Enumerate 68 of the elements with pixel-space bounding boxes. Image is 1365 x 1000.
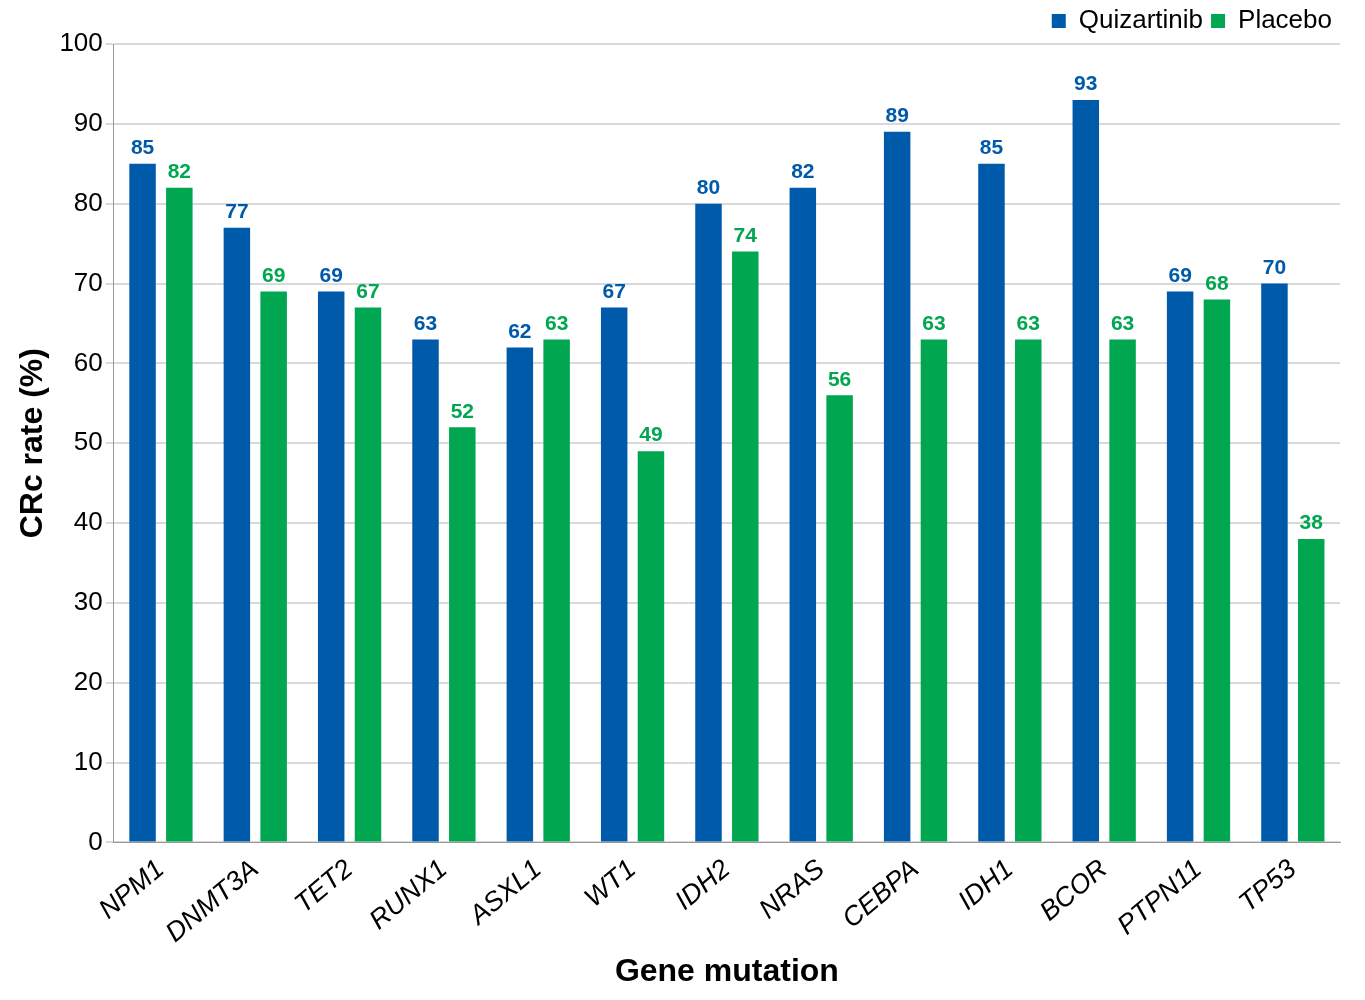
y-tick-label: 80 <box>73 186 103 217</box>
bar <box>223 227 251 842</box>
data-label: 89 <box>885 103 909 127</box>
bar <box>732 251 759 842</box>
data-label: 49 <box>639 422 663 446</box>
bar <box>1297 539 1325 842</box>
data-label: 67 <box>602 278 626 302</box>
data-label: 68 <box>1205 270 1229 294</box>
data-label: 85 <box>130 135 155 159</box>
bar <box>543 339 570 842</box>
bar <box>920 339 948 842</box>
bar <box>637 451 665 842</box>
bar <box>1203 299 1231 842</box>
data-label: 70 <box>1262 254 1287 278</box>
bar <box>449 427 476 842</box>
y-tick-label: 20 <box>73 665 103 696</box>
data-label: 82 <box>791 159 815 183</box>
bar <box>695 203 722 842</box>
y-tick-label: 30 <box>73 586 103 617</box>
bar <box>412 339 439 842</box>
data-label: 69 <box>1168 262 1192 286</box>
data-label: 80 <box>696 174 721 198</box>
data-label: 77 <box>225 198 249 222</box>
y-tick-label: 50 <box>73 426 103 457</box>
data-label: 56 <box>827 366 852 390</box>
data-label: 63 <box>1110 310 1135 334</box>
y-tick-label: 60 <box>73 346 103 377</box>
bar <box>600 307 628 842</box>
data-label: 63 <box>922 310 946 334</box>
data-label: 93 <box>1074 71 1098 95</box>
data-label: 63 <box>544 310 569 334</box>
data-label: 62 <box>508 318 532 342</box>
bar <box>260 291 287 842</box>
data-label: 52 <box>450 398 474 422</box>
bar <box>1166 291 1194 842</box>
data-label: 69 <box>261 262 286 286</box>
bar <box>1261 283 1288 842</box>
data-label: 74 <box>733 222 758 246</box>
y-axis-title: CRc rate (%) <box>13 348 50 539</box>
bar <box>826 395 853 842</box>
y-tick-label: 70 <box>73 266 103 297</box>
data-label: 63 <box>1016 310 1040 334</box>
y-tick-label: 0 <box>88 825 103 856</box>
bar <box>1072 99 1100 842</box>
x-axis-title: Gene mutation <box>614 951 839 988</box>
bar <box>789 187 817 842</box>
data-label: 85 <box>979 135 1004 159</box>
bar <box>1015 339 1042 842</box>
bar <box>883 131 911 842</box>
bar <box>166 187 193 842</box>
x-tick-label: WT1 <box>578 853 642 913</box>
y-tick-label: 10 <box>73 745 103 776</box>
data-label: 82 <box>167 159 192 183</box>
data-label: 69 <box>319 262 343 286</box>
bar <box>978 163 1005 842</box>
y-tick-label: 90 <box>73 107 103 138</box>
data-label: 63 <box>413 310 438 334</box>
bar <box>506 347 534 842</box>
data-label: 38 <box>1299 510 1324 534</box>
bar <box>1109 339 1136 842</box>
bar <box>354 307 382 842</box>
bar <box>129 163 156 842</box>
legend-label: Placebo <box>1238 4 1333 35</box>
legend-label: Quizartinib <box>1078 4 1204 35</box>
y-tick-label: 40 <box>73 506 103 537</box>
bar <box>317 291 345 842</box>
y-tick-label: 100 <box>59 27 103 58</box>
data-label: 67 <box>356 278 380 302</box>
